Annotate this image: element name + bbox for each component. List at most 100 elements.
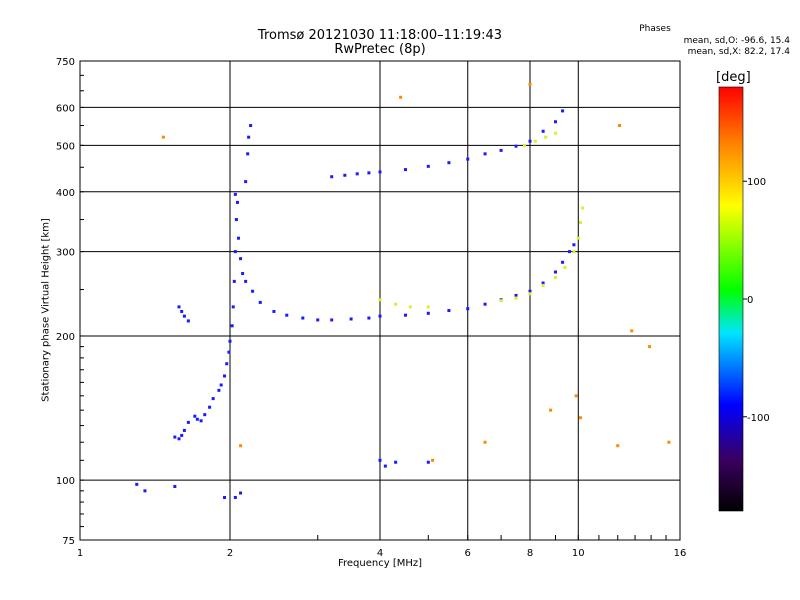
data-point — [528, 82, 532, 86]
data-point — [161, 135, 165, 139]
data-point — [217, 388, 221, 392]
data-point — [383, 464, 387, 468]
data-point — [483, 440, 487, 444]
data-point — [244, 279, 248, 283]
data-point — [561, 109, 565, 113]
y-tick-label: 500 — [56, 141, 75, 152]
data-point — [367, 171, 371, 175]
data-point — [541, 281, 545, 285]
data-point — [403, 313, 407, 317]
data-point — [667, 440, 671, 444]
data-point — [574, 394, 578, 398]
x-tick-label: 10 — [572, 548, 585, 559]
data-point — [426, 460, 430, 464]
data-point — [135, 482, 139, 486]
plot-frame — [79, 60, 681, 541]
y-tick-label: 75 — [62, 536, 75, 547]
chart-subtitle: RwPretec (8p) — [334, 42, 426, 57]
data-point — [258, 300, 262, 304]
data-point — [499, 148, 503, 152]
data-point — [541, 283, 545, 287]
data-point — [182, 428, 186, 432]
data-point — [219, 383, 223, 387]
data-point — [528, 139, 532, 143]
data-point — [578, 416, 582, 420]
data-point — [514, 296, 518, 300]
data-point — [228, 339, 232, 343]
data-point — [394, 460, 398, 464]
data-point — [349, 317, 353, 321]
data-point — [553, 120, 557, 124]
data-point — [576, 236, 580, 240]
data-point — [553, 275, 557, 279]
data-point — [447, 161, 451, 165]
data-point — [285, 313, 289, 317]
data-point — [523, 143, 527, 147]
data-point — [567, 250, 571, 254]
data-point — [561, 260, 565, 264]
data-point — [499, 299, 503, 303]
y-tick-label: 200 — [56, 332, 75, 343]
data-point — [343, 173, 347, 177]
data-point — [394, 302, 398, 306]
data-point — [563, 265, 567, 269]
data-point — [227, 350, 231, 354]
data-point — [572, 243, 576, 247]
data-point — [239, 257, 243, 261]
data-point — [199, 419, 203, 423]
data-point — [426, 305, 430, 309]
data-point — [431, 458, 435, 462]
data-point — [241, 272, 245, 276]
y-tick-label: 300 — [56, 248, 75, 259]
grid-lines — [80, 61, 680, 540]
data-point — [447, 309, 451, 313]
data-point — [272, 309, 276, 313]
y-tick-label: 600 — [56, 103, 75, 114]
data-point — [239, 491, 243, 495]
data-point — [232, 279, 236, 283]
data-point — [483, 152, 487, 156]
stats-o-mode: mean, sd,O: -96.6, 15.4 — [683, 36, 790, 46]
data-point — [630, 329, 634, 333]
colorbar-tick-label: -100 — [747, 413, 770, 424]
data-point — [233, 250, 237, 254]
x-tick-label: 6 — [465, 548, 471, 559]
data-point — [182, 314, 186, 318]
data-point — [211, 397, 215, 401]
data-point — [186, 319, 190, 323]
data-point — [408, 305, 412, 309]
data-point — [203, 413, 207, 417]
data-point — [225, 362, 229, 366]
data-point — [316, 318, 320, 322]
x-tick-label: 16 — [674, 548, 687, 559]
x-tick-label: 1 — [77, 548, 83, 559]
data-point — [618, 124, 622, 128]
data-point — [233, 495, 237, 499]
data-point — [180, 309, 184, 313]
x-tick-label: 2 — [227, 548, 233, 559]
data-point — [378, 298, 382, 302]
x-tick-label: 4 — [377, 548, 383, 559]
colorbar-unit: [deg] — [716, 70, 751, 85]
data-point — [177, 305, 181, 309]
data-point — [251, 289, 255, 293]
data-point — [403, 168, 407, 172]
data-point — [231, 305, 235, 309]
data-point — [367, 316, 371, 320]
data-point — [378, 170, 382, 174]
data-point — [186, 420, 190, 424]
data-point — [230, 324, 234, 328]
data-point — [466, 157, 470, 161]
chart-title: Tromsø 20121030 11:18:00–11:19:43 — [257, 28, 503, 43]
data-point — [180, 433, 184, 437]
data-point — [541, 129, 545, 133]
data-point — [483, 302, 487, 306]
data-point — [549, 408, 553, 412]
data-point — [426, 311, 430, 315]
data-point — [528, 289, 532, 293]
data-point — [648, 345, 652, 349]
colorbar-tick-label: 0 — [747, 295, 753, 306]
data-point — [223, 495, 227, 499]
y-axis-label: Stationary phase Virtual Height [km] — [40, 218, 52, 402]
